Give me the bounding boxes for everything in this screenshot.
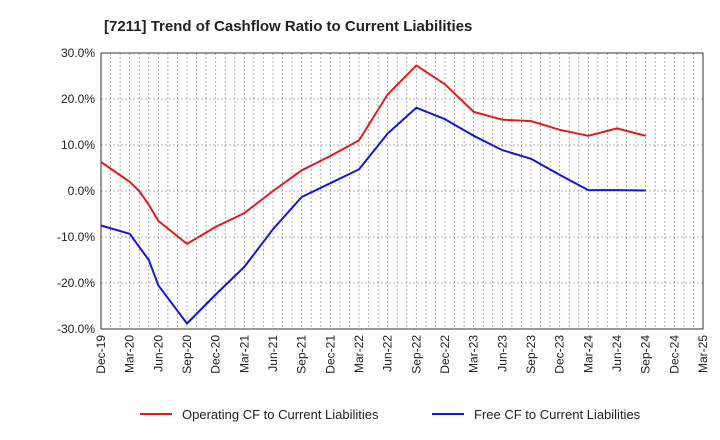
x-tick-label: Mar-25 — [696, 335, 710, 373]
x-tick-label: Mar-20 — [123, 335, 137, 373]
x-tick-label: Mar-21 — [237, 335, 251, 373]
x-tick-label: Jun-20 — [151, 335, 165, 372]
x-tick-label: Dec-22 — [438, 335, 452, 374]
x-tick-label: Sep-22 — [409, 335, 423, 374]
legend-label-free-cf: Free CF to Current Liabilities — [474, 407, 641, 422]
y-tick-label: 0.0% — [68, 184, 96, 198]
y-axis: 30.0% 20.0% 10.0% 0.0% -10.0% -20.0% -30.0% — [57, 46, 95, 336]
x-tick-label: Dec-21 — [323, 335, 337, 374]
legend-label-operating-cf: Operating CF to Current Liabilities — [182, 407, 379, 422]
x-tick-label: Dec-19 — [94, 335, 108, 374]
series-line-free-cf — [100, 106, 646, 325]
x-tick-label: Jun-21 — [266, 335, 280, 372]
x-tick-label: Dec-23 — [553, 335, 567, 374]
x-tick-label: Dec-20 — [209, 335, 223, 374]
legend: Operating CF to Current Liabilities Free… — [140, 407, 641, 422]
x-tick-label: Jun-24 — [610, 335, 624, 372]
y-tick-label: -20.0% — [57, 276, 95, 290]
grid-lines — [101, 52, 703, 330]
x-tick-label: Jun-22 — [381, 335, 395, 372]
y-tick-label: 30.0% — [61, 46, 95, 60]
y-tick-label: 10.0% — [61, 138, 95, 152]
x-tick-label: Dec-24 — [667, 335, 681, 374]
x-tick-label: Sep-20 — [180, 335, 194, 374]
x-tick-label: Mar-23 — [467, 335, 481, 373]
y-tick-label: -10.0% — [57, 230, 95, 244]
series-line-operating-cf — [100, 64, 646, 245]
plot-frame — [100, 52, 704, 330]
x-tick-label: Jun-23 — [495, 335, 509, 372]
x-tick-label: Sep-21 — [295, 335, 309, 374]
x-tick-label: Sep-23 — [524, 335, 538, 374]
x-tick-label: Mar-24 — [581, 335, 595, 373]
x-tick-label: Sep-24 — [639, 335, 653, 374]
x-axis: Dec-19 Mar-20 Jun-20 Sep-20 Dec-20 Mar-21 Jun-… — [94, 335, 710, 374]
chart-title: [7211] Trend of Cashflow Ratio to Curren… — [104, 18, 472, 35]
y-tick-label: -30.0% — [57, 322, 95, 336]
series-lines — [100, 64, 646, 325]
x-tick-label: Mar-22 — [352, 335, 366, 373]
y-tick-label: 20.0% — [61, 92, 95, 106]
